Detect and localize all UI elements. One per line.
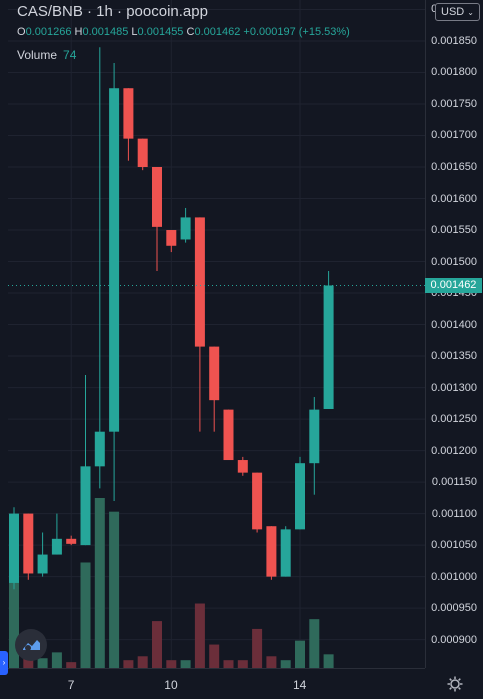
price-tick-label: 0.001550 xyxy=(431,224,477,237)
price-tick-label: 0.001800 xyxy=(431,66,477,79)
tradingview-logo-icon[interactable] xyxy=(15,629,47,661)
volume-bar xyxy=(223,660,234,668)
volume-bar xyxy=(51,652,62,668)
low-value: 0.001455 xyxy=(137,26,184,38)
candle-body[interactable] xyxy=(194,217,205,347)
ohlc-legend: O0.001266 H0.001485 L0.001455 C0.001462 … xyxy=(17,26,350,38)
candle-body[interactable] xyxy=(323,285,334,409)
candle-body[interactable] xyxy=(309,409,320,464)
candle-body[interactable] xyxy=(9,513,19,583)
volume-bar xyxy=(109,511,120,668)
price-tick-label: 0.001850 xyxy=(431,34,477,47)
symbol-title[interactable]: CAS/BNB · 1h · poocoin.app xyxy=(17,3,208,20)
candles xyxy=(9,47,334,590)
time-axis[interactable]: 7 10 14 xyxy=(0,668,425,699)
price-tick-label: 0.001750 xyxy=(431,97,477,110)
candle-body[interactable] xyxy=(123,88,134,139)
volume-bar xyxy=(9,574,19,668)
price-tick-label: 0.001650 xyxy=(431,161,477,173)
date-tick-label: 10 xyxy=(164,678,178,692)
close-value: 0.001462 xyxy=(194,26,241,38)
volume-bar xyxy=(137,656,148,668)
currency-selector-button[interactable]: USD ⌄ xyxy=(435,3,480,21)
candle-body[interactable] xyxy=(280,529,291,577)
change-value: +0.000197 (+15.53%) xyxy=(243,26,350,38)
price-tick-label: 0.001300 xyxy=(431,381,477,394)
price-tick-label: 0.001700 xyxy=(431,129,477,142)
candle-body[interactable] xyxy=(109,88,120,432)
price-tick-label: 0.001500 xyxy=(431,255,477,268)
price-tick-label: 0.001150 xyxy=(431,476,477,489)
price-tick-label: 0.001100 xyxy=(431,507,477,520)
open-label: O xyxy=(17,26,26,38)
volume-bar xyxy=(180,660,191,668)
volume-bar xyxy=(309,619,320,668)
volume-bar xyxy=(280,660,291,668)
candle-body[interactable] xyxy=(166,230,177,246)
candle-body[interactable] xyxy=(209,346,220,401)
price-tick-label: 0.001200 xyxy=(431,444,477,457)
volume-bar xyxy=(295,640,305,668)
volume-bar xyxy=(266,656,277,668)
candle-body[interactable] xyxy=(223,409,234,461)
price-tick-label: 0.000950 xyxy=(431,602,477,615)
date-tick-label: 7 xyxy=(67,678,75,692)
candle-body[interactable] xyxy=(37,554,48,574)
candle-body[interactable] xyxy=(152,167,162,227)
volume-bar xyxy=(237,660,248,668)
candle-body[interactable] xyxy=(66,538,77,544)
candle-body[interactable] xyxy=(266,526,277,577)
volume-bar xyxy=(323,654,334,668)
price-tick-label: 0.001250 xyxy=(431,413,477,426)
chevron-right-icon[interactable]: › xyxy=(0,651,8,675)
price-axis[interactable]: 0.0019000.0018500.0018000.0017500.001700… xyxy=(425,0,483,668)
price-tick-label: 0.001000 xyxy=(431,570,477,583)
high-label: H xyxy=(74,26,83,38)
candle-body[interactable] xyxy=(237,460,248,473)
open-value: 0.001266 xyxy=(25,26,72,38)
currency-label: USD xyxy=(441,6,465,18)
logo-graphic xyxy=(23,640,40,651)
volume-bar xyxy=(123,660,134,668)
date-tick-label: 14 xyxy=(293,678,307,692)
grid-lines xyxy=(8,0,425,668)
candlestick-chart[interactable] xyxy=(8,0,425,668)
low-label: L xyxy=(131,26,138,38)
volume-bar xyxy=(209,644,220,668)
candle-body[interactable] xyxy=(252,472,263,530)
price-tick-label: 0.001600 xyxy=(431,192,477,205)
candle-body[interactable] xyxy=(51,538,62,555)
candle-body[interactable] xyxy=(137,138,148,167)
gear-graphic xyxy=(447,676,463,692)
volume-label: Volume xyxy=(17,48,58,62)
volume-bar xyxy=(194,603,205,668)
price-chart-pane[interactable] xyxy=(8,0,425,668)
high-value: 0.001485 xyxy=(82,26,129,38)
volume-bar xyxy=(94,498,105,668)
volume-bar xyxy=(152,621,162,668)
chevron-down-icon: ⌄ xyxy=(467,8,474,17)
volume-bar xyxy=(80,562,91,668)
price-tick-label: 0.001350 xyxy=(431,350,477,363)
volume-legend[interactable]: Volume 74 xyxy=(17,48,76,62)
candle-body[interactable] xyxy=(94,431,105,467)
candle-body[interactable] xyxy=(23,513,34,574)
current-price-label: 0.001462 xyxy=(425,277,482,293)
volume-bar xyxy=(166,660,177,668)
volume-bar xyxy=(66,662,77,668)
volume-bar xyxy=(37,658,48,668)
price-tick-label: 0.000900 xyxy=(431,633,477,646)
close-label: C xyxy=(186,26,195,38)
gear-icon[interactable] xyxy=(446,675,464,693)
price-tick-label: 0.001050 xyxy=(431,539,477,552)
volume-value: 74 xyxy=(63,48,77,62)
price-tick-label: 0.001400 xyxy=(431,318,477,331)
volume-bar xyxy=(252,628,263,668)
candle-body[interactable] xyxy=(180,217,191,240)
candle-body[interactable] xyxy=(295,463,305,530)
candle-body[interactable] xyxy=(80,466,91,546)
